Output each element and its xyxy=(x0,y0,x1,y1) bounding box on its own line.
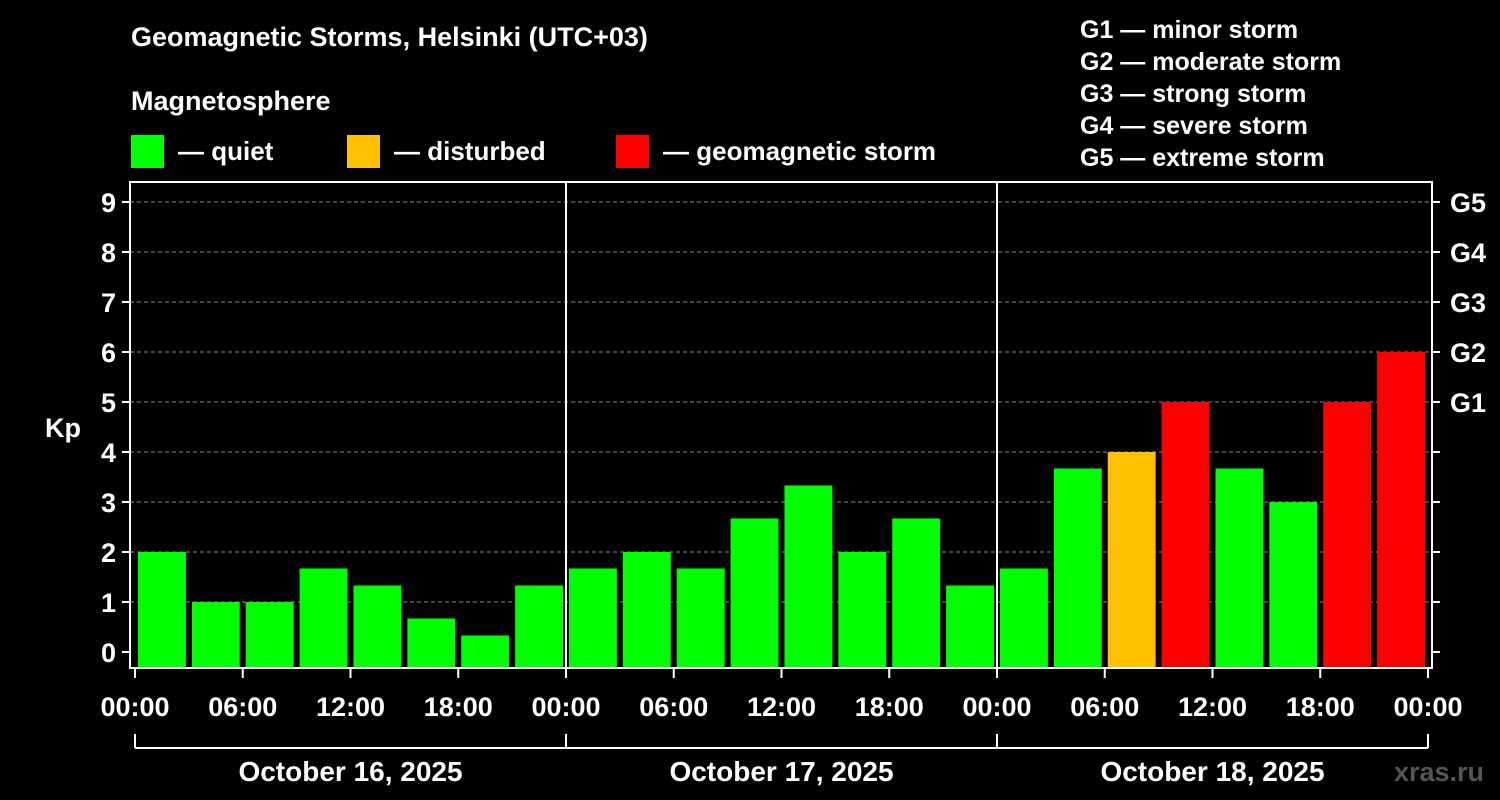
kp-bar xyxy=(784,485,833,668)
storm-scale-list: G1 — minor storm G2 — moderate storm G3 … xyxy=(1080,14,1341,174)
kp-bar xyxy=(299,568,348,668)
x-tick-label: 00:00 xyxy=(531,692,600,722)
day-label: October 16, 2025 xyxy=(238,756,462,787)
legend-storm-label: — geomagnetic storm xyxy=(663,135,937,166)
x-tick-label: 00:00 xyxy=(1393,692,1462,722)
legend-disturbed: — disturbed xyxy=(347,134,546,168)
legend-storm: — geomagnetic storm xyxy=(616,134,936,168)
x-tick-label: 06:00 xyxy=(639,692,708,722)
y-tick-label: 2 xyxy=(101,538,116,568)
kp-bar xyxy=(515,585,563,668)
kp-bar xyxy=(622,552,671,668)
g-level-label: G2 xyxy=(1450,338,1486,368)
g-level-label: G4 xyxy=(1450,238,1486,268)
y-axis-label: Kp xyxy=(45,413,81,443)
storm-scale-g5: G5 — extreme storm xyxy=(1080,144,1325,172)
y-tick-label: 5 xyxy=(101,388,116,418)
x-tick-label: 00:00 xyxy=(100,692,169,722)
kp-bar xyxy=(1053,468,1102,668)
kp-bar xyxy=(676,568,725,668)
x-tick-label: 18:00 xyxy=(1286,692,1355,722)
legend-disturbed-swatch xyxy=(347,134,380,168)
kp-bar xyxy=(1161,402,1210,668)
y-tick-label: 9 xyxy=(101,188,116,218)
y-tick-label: 0 xyxy=(101,638,116,668)
kp-bar xyxy=(353,585,402,668)
x-tick-label: 00:00 xyxy=(962,692,1031,722)
legend-quiet-label: — quiet xyxy=(178,135,274,166)
kp-bar xyxy=(461,635,510,668)
y-tick-label: 3 xyxy=(101,488,116,518)
legend-quiet-swatch xyxy=(131,134,164,168)
credit-text: xras.ru xyxy=(1393,757,1484,787)
legend-quiet: — quiet xyxy=(131,134,273,168)
day-label: October 17, 2025 xyxy=(669,756,893,787)
y-tick-label: 6 xyxy=(101,338,116,368)
x-tick-label: 06:00 xyxy=(208,692,277,722)
legend-disturbed-label: — disturbed xyxy=(394,135,546,166)
g-level-label: G3 xyxy=(1450,288,1486,318)
x-tick-label: 06:00 xyxy=(1070,692,1139,722)
kp-bar xyxy=(1215,468,1264,668)
kp-bar xyxy=(191,602,240,668)
kp-bar xyxy=(1323,402,1372,668)
kp-bar xyxy=(1377,352,1425,668)
storm-scale-g3: G3 — strong storm xyxy=(1080,80,1307,108)
chart-title: Geomagnetic Storms, Helsinki (UTC+03) xyxy=(131,22,648,52)
x-tick-label: 12:00 xyxy=(1178,692,1247,722)
kp-bar xyxy=(569,568,617,668)
kp-bar xyxy=(730,518,779,668)
day-label: October 18, 2025 xyxy=(1100,756,1324,787)
kp-bar xyxy=(245,602,294,668)
g-level-label: G1 xyxy=(1450,388,1486,418)
y-tick-label: 4 xyxy=(101,438,116,468)
x-tick-label: 12:00 xyxy=(316,692,385,722)
kp-bar xyxy=(1107,452,1156,668)
legend-storm-swatch xyxy=(616,134,649,168)
g-level-label: G5 xyxy=(1450,188,1486,218)
y-tick-label: 8 xyxy=(101,238,116,268)
x-tick-label: 12:00 xyxy=(747,692,816,722)
x-tick-label: 18:00 xyxy=(424,692,493,722)
y-tick-label: 1 xyxy=(101,588,116,618)
kp-bar xyxy=(407,618,456,668)
kp-bar xyxy=(838,552,887,668)
kp-bar xyxy=(946,585,994,668)
y-tick-label: 7 xyxy=(101,288,116,318)
storm-scale-g1: G1 — minor storm xyxy=(1080,16,1299,44)
x-tick-label: 18:00 xyxy=(855,692,924,722)
kp-bar xyxy=(892,518,941,668)
storm-scale-g4: G4 — severe storm xyxy=(1080,112,1308,140)
magnetosphere-label: Magnetosphere xyxy=(131,86,331,116)
storm-scale-g2: G2 — moderate storm xyxy=(1080,48,1342,76)
kp-bar xyxy=(1000,568,1048,668)
kp-bar xyxy=(138,552,186,668)
kp-bar xyxy=(1269,502,1318,668)
